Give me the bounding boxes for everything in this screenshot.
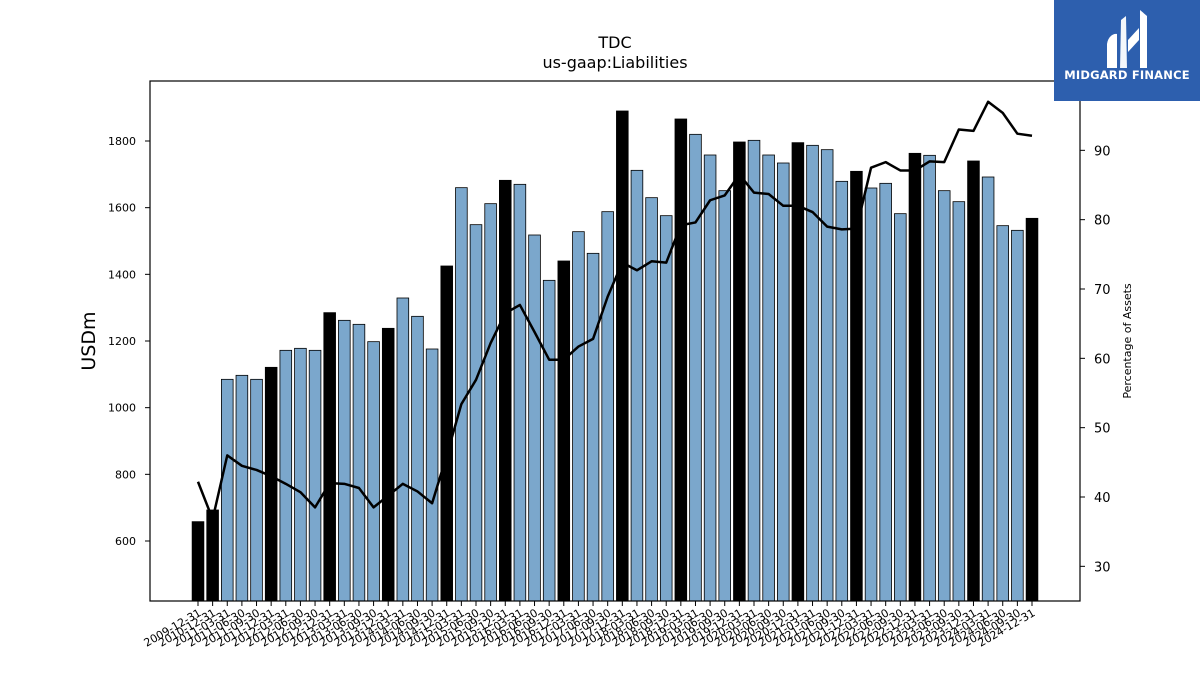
bar-2016-12-31 <box>557 260 571 602</box>
x-axis: 2009-12-312010-12-312011-03-312011-06-30… <box>142 601 1038 650</box>
bar-2023-09-30 <box>952 201 966 602</box>
y2-tick-label: 90 <box>1094 144 1111 159</box>
bar-2015-09-30 <box>484 203 497 602</box>
bar-2017-09-30 <box>601 211 614 602</box>
bar-2013-06-30 <box>352 323 366 602</box>
y-tick-label: 1800 <box>108 135 136 148</box>
y-axis-left: 600 800 1000 1200 1400 1600 1800 <box>108 135 150 548</box>
logo-text: MIDGARD FINANCE <box>1064 68 1190 82</box>
bar-2012-12-31 <box>323 312 336 602</box>
bar-2014-12-31 <box>440 265 453 602</box>
bar-2017-06-30 <box>586 252 600 602</box>
bar-2013-03-31 <box>338 319 351 602</box>
bar-2021-09-30 <box>835 180 849 602</box>
y-tick-label: 1400 <box>108 268 136 281</box>
bar-2013-12-31 <box>381 327 395 602</box>
bar-2020-03-31 <box>747 139 761 602</box>
brand-logo: MIDGARD FINANCE <box>1054 0 1200 101</box>
bar-2022-12-31 <box>908 152 922 602</box>
bar-2015-03-31 <box>455 187 468 602</box>
bar-2022-09-30 <box>894 213 907 602</box>
bar-series <box>191 110 1039 602</box>
y-tick-label: 600 <box>115 535 136 548</box>
y2-axis-label: Percentage of Assets <box>1121 283 1134 399</box>
bar-2022-06-30 <box>879 182 892 602</box>
bar-2023-06-30 <box>937 190 951 602</box>
bar-2011-03-31 <box>221 378 234 602</box>
bar-2018-09-30 <box>659 215 673 602</box>
y-axis-right: 30 40 50 60 70 80 90 <box>1080 144 1111 575</box>
y2-tick-label: 80 <box>1094 214 1111 229</box>
bar-2014-06-30 <box>411 315 424 602</box>
bar-2012-03-31 <box>279 349 293 602</box>
bar-2016-09-30 <box>542 279 556 602</box>
bar-2016-06-30 <box>528 234 541 602</box>
bar-2011-12-31 <box>264 366 278 602</box>
bar-2024-03-31 <box>981 176 995 602</box>
bar-2014-03-31 <box>396 297 410 602</box>
bar-2019-03-31 <box>689 133 702 602</box>
chart-subtitle: us-gaap:Liabilities <box>542 53 687 72</box>
bar-2020-09-30 <box>777 162 790 602</box>
y-axis-label: USDm <box>78 311 100 370</box>
y2-tick-label: 50 <box>1094 422 1111 437</box>
bar-2017-12-31 <box>616 110 629 602</box>
y-tick-label: 800 <box>115 468 136 481</box>
y2-tick-label: 30 <box>1094 560 1111 575</box>
bar-2015-12-31 <box>499 179 512 602</box>
bar-2012-09-30 <box>308 349 322 602</box>
bar-2017-03-31 <box>572 231 585 602</box>
bar-2024-12-31 <box>1025 217 1039 602</box>
bar-2020-06-30 <box>762 154 775 602</box>
bar-2009-12-31 <box>191 521 205 602</box>
bar-2020-12-31 <box>791 142 805 602</box>
bar-2011-06-30 <box>235 374 249 602</box>
bar-2011-09-30 <box>250 378 263 602</box>
y-tick-label: 1200 <box>108 335 136 348</box>
bar-2019-12-31 <box>733 141 746 602</box>
bar-2015-06-30 <box>469 224 483 602</box>
bar-2021-12-31 <box>850 170 863 602</box>
bar-2023-03-31 <box>923 154 936 602</box>
y2-tick-label: 40 <box>1094 491 1111 506</box>
y2-tick-label: 60 <box>1094 352 1111 367</box>
percentage-line <box>196 100 1033 521</box>
bar-2024-09-30 <box>1011 229 1024 602</box>
bar-2013-09-30 <box>367 341 380 602</box>
bar-2014-09-30 <box>425 348 439 602</box>
bar-2018-06-30 <box>645 197 658 602</box>
bar-2016-03-31 <box>513 183 527 602</box>
bar-2021-06-30 <box>820 149 834 602</box>
bar-2019-09-30 <box>718 190 731 602</box>
bar-2019-06-30 <box>703 154 717 602</box>
bar-2018-03-31 <box>630 169 644 602</box>
bar-2010-12-31 <box>206 509 219 602</box>
y-tick-label: 1600 <box>108 202 136 215</box>
bar-2024-06-30 <box>996 225 1009 602</box>
y2-tick-label: 70 <box>1094 283 1111 298</box>
bar-2012-06-30 <box>294 347 307 602</box>
chart-title: TDC <box>597 33 631 52</box>
bar-2023-12-31 <box>967 160 980 602</box>
y-tick-label: 1000 <box>108 402 136 415</box>
bar-2018-12-31 <box>674 118 688 602</box>
logo-mark-icon <box>1107 10 1147 68</box>
bar-2022-03-31 <box>864 187 878 602</box>
